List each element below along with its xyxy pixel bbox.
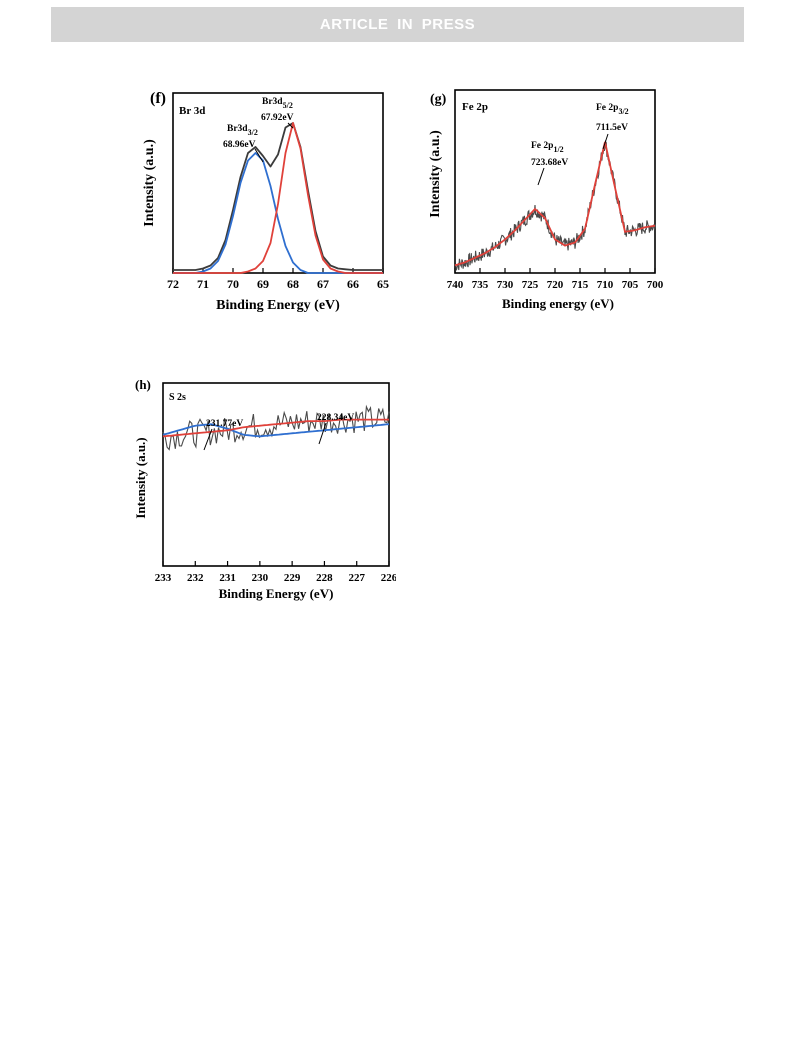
x-tick-label: 67 <box>317 277 329 291</box>
annotation-br3d52-label: Br3d5/2 <box>262 97 293 110</box>
chart-g-svg: 740 735 730 725 720 715 710 705 700 (g) Fe 2p Bi… <box>428 89 664 311</box>
annotation-br3d52-value: 67.92eV <box>261 113 294 123</box>
annotation-fe2p32-label: Fe 2p3/2 <box>596 103 629 116</box>
fit-line-1 <box>162 418 389 438</box>
chart-g: 740 735 730 725 720 715 710 705 700 (g) Fe 2p Bi… <box>420 82 668 317</box>
x-tick-label: 715 <box>572 279 589 291</box>
y-axis-label: Intensity (a.u.) <box>428 130 443 218</box>
annotation-22834-arrow <box>318 422 327 445</box>
annotation-23177-arrow <box>203 428 213 451</box>
x-tick-label: 705 <box>622 279 639 291</box>
article-in-press-banner: ARTICLE IN PRESS <box>51 7 744 42</box>
annotation-23177-value: 231.77eV <box>206 419 243 429</box>
x-tick-label: 230 <box>252 572 269 584</box>
x-tick-label: 71 <box>197 277 209 291</box>
x-tick-label: 68 <box>287 277 299 291</box>
x-axis-label: Binding Energy (eV) <box>219 586 334 601</box>
x-tick-label: 69 <box>257 277 269 291</box>
x-axis-ticks: 72 71 70 69 68 67 66 65 <box>167 268 389 291</box>
annotation-br3d32-value: 68.96eV <box>223 140 256 150</box>
x-tick-label: 710 <box>597 279 614 291</box>
x-tick-label: 231 <box>219 572 236 584</box>
chart-subtitle: Fe 2p <box>462 101 488 113</box>
x-tick-label: 700 <box>647 279 664 291</box>
x-tick-label: 730 <box>497 279 514 291</box>
chart-subtitle: Br 3d <box>179 105 205 117</box>
fit-line-0 <box>162 423 390 438</box>
x-tick-label: 227 <box>348 572 365 584</box>
panel-label: (h) <box>135 377 151 392</box>
x-tick-label: 735 <box>472 279 489 291</box>
annotation-br3d32-arrow <box>254 148 264 163</box>
plot-frame <box>172 92 384 274</box>
series-group <box>173 122 383 274</box>
x-tick-label: 740 <box>447 279 464 291</box>
x-tick-label: 232 <box>187 572 204 584</box>
annotation-fe2p32-arrow <box>602 133 609 150</box>
series-line-2 <box>173 122 383 274</box>
panel-label: (g) <box>430 92 447 107</box>
series-group <box>454 139 656 271</box>
plot-frame <box>162 382 390 567</box>
banner-text: ARTICLE IN PRESS <box>319 16 476 33</box>
x-axis-ticks: 740 735 730 725 720 715 710 705 700 <box>447 268 664 291</box>
panel-label: (f) <box>150 90 166 107</box>
series-line-1 <box>173 152 383 274</box>
annotation-br3d52-arrow <box>287 122 294 129</box>
x-tick-label: 66 <box>347 277 359 291</box>
plot-frame <box>454 89 656 274</box>
x-axis-ticks: 233 232 231 230 229 228 227 226 <box>155 561 398 584</box>
annotation-fe2p12-value: 723.68eV <box>531 158 568 168</box>
x-tick-label: 65 <box>377 277 389 291</box>
series-group <box>162 404 390 451</box>
annotation-fe2p12-arrow <box>537 167 545 186</box>
chart-h-svg: 233 232 231 230 229 228 227 226 (h) S 2s Bindin… <box>133 377 398 601</box>
chart-h: 233 232 231 230 229 228 227 226 (h) S 2s Bindin… <box>124 372 398 609</box>
x-tick-label: 725 <box>522 279 539 291</box>
x-tick-label: 70 <box>227 277 239 291</box>
series-line-0 <box>173 122 383 271</box>
y-axis-label: Intensity (a.u.) <box>142 139 157 227</box>
annotation-fe2p32-value: 711.5eV <box>596 123 628 133</box>
fit-line-0 <box>454 141 656 267</box>
annotation-fe2p12-label: Fe 2p1/2 <box>531 141 564 154</box>
x-tick-label: 72 <box>167 277 179 291</box>
x-axis-label: Binding Energy (eV) <box>216 298 340 312</box>
x-tick-label: 233 <box>155 572 172 584</box>
annotation-22834-value: 228.34eV <box>317 413 354 423</box>
x-tick-label: 226 <box>381 572 396 584</box>
x-tick-label: 229 <box>284 572 301 584</box>
x-tick-label: 228 <box>316 572 333 584</box>
chart-subtitle: S 2s <box>169 392 186 403</box>
chart-f: 72 71 70 69 68 67 66 65 (f) Br 3d Binding Energ… <box>130 82 398 317</box>
annotation-br3d32-label: Br3d3/2 <box>227 124 258 137</box>
x-axis-label: Binding energy (eV) <box>502 296 614 311</box>
chart-f-svg: 72 71 70 69 68 67 66 65 (f) Br 3d Binding Energ… <box>142 90 389 313</box>
y-axis-label: Intensity (a.u.) <box>133 437 148 518</box>
x-tick-label: 720 <box>547 279 564 291</box>
